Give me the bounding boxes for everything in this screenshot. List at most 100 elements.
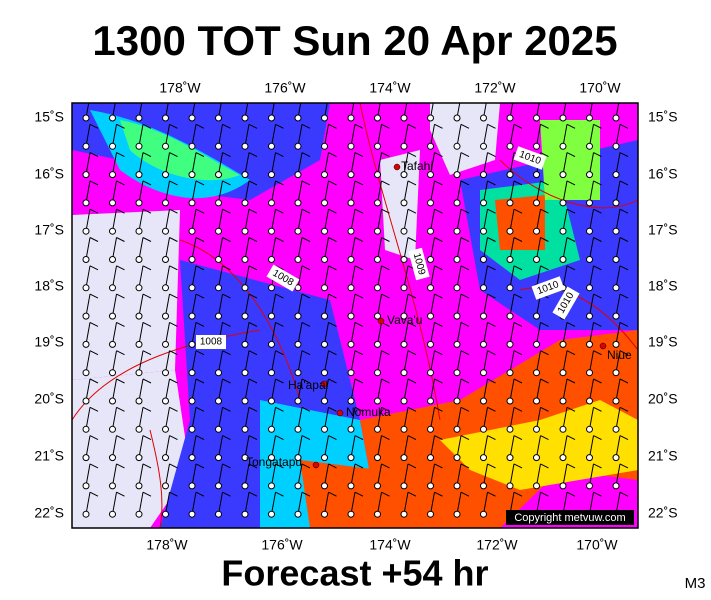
barb-station — [374, 340, 381, 348]
barb-staff — [271, 152, 276, 175]
barb-flag — [619, 208, 629, 214]
barb-staff — [85, 322, 91, 345]
barb-flag — [354, 406, 364, 412]
barb-staff — [85, 265, 91, 288]
barb-station — [162, 227, 169, 235]
top-lon-label: 178˚W — [159, 80, 201, 96]
barb-staff — [138, 103, 143, 119]
barb-station — [427, 312, 434, 320]
barb-flag — [487, 152, 496, 158]
barb-flag — [460, 378, 470, 384]
barb-station — [533, 397, 540, 405]
barb-staff — [536, 124, 541, 147]
barb-flag — [169, 350, 178, 356]
barb-station — [427, 425, 434, 433]
barb-flag — [487, 123, 496, 129]
barb-station — [453, 171, 461, 179]
barb-staff — [112, 407, 117, 430]
barb-flag — [89, 152, 99, 158]
barb-station — [321, 227, 328, 235]
barb-station — [453, 256, 461, 263]
barb-staff — [271, 378, 276, 402]
barb-station — [268, 482, 275, 490]
barb-station — [188, 482, 196, 490]
barb-staff — [324, 180, 329, 203]
barb-flag — [540, 208, 549, 214]
barb-flag — [89, 321, 99, 327]
barb-station — [506, 114, 514, 122]
barb-station — [586, 425, 593, 433]
barb-staff — [138, 492, 144, 515]
barb-staff — [589, 463, 594, 486]
barb-staff — [85, 294, 91, 317]
barb-station — [215, 510, 222, 518]
barb-station — [188, 199, 196, 207]
top-lon-label: 172˚W — [474, 80, 516, 96]
barb-flag — [248, 208, 258, 214]
barb-flag — [566, 208, 576, 214]
barb-station — [374, 256, 381, 263]
barb-staff — [244, 435, 250, 458]
left-lat-label: 19˚S — [34, 334, 64, 350]
barb-flag — [195, 463, 205, 469]
barb-flag — [540, 152, 549, 158]
barb-flag — [275, 491, 284, 497]
barb-staff — [403, 237, 409, 260]
barb-staff — [324, 463, 329, 486]
barb-staff — [218, 180, 223, 203]
barb-station — [135, 482, 143, 490]
barb-staff — [112, 180, 117, 203]
barb-station — [374, 425, 381, 433]
barb-station — [241, 425, 249, 433]
barb-staff — [297, 265, 303, 288]
barb-staff — [218, 103, 222, 119]
barb-station — [480, 340, 487, 348]
barb-staff — [562, 322, 568, 345]
barb-flag — [513, 435, 523, 441]
barb-staff — [536, 237, 541, 260]
barb-staff — [589, 322, 594, 345]
barb-staff — [218, 435, 223, 458]
barb-station — [215, 199, 222, 207]
barb-flag — [328, 406, 337, 412]
barb-station — [533, 425, 540, 433]
barb-flag — [142, 123, 152, 129]
barb-flag — [142, 152, 152, 158]
barb-staff — [138, 435, 144, 458]
barb-staff — [244, 322, 250, 345]
barb-flag — [619, 435, 629, 441]
barb-station — [188, 425, 196, 433]
barb-station — [321, 199, 328, 207]
barb-station — [533, 482, 540, 490]
barb-flag — [222, 180, 231, 186]
copyright: Copyright metvuw.com — [514, 512, 625, 524]
barb-flag — [381, 406, 390, 412]
barb-flag — [142, 321, 152, 327]
barb-flag — [434, 491, 443, 497]
barb-staff — [165, 152, 170, 175]
barb-staff — [509, 152, 515, 175]
barb-station — [427, 114, 434, 122]
barb-staff — [85, 124, 91, 147]
barb-station — [400, 340, 408, 348]
barb-station — [400, 369, 408, 377]
barb-flag — [487, 321, 496, 327]
barb-staff — [509, 180, 515, 203]
barb-flag — [89, 123, 99, 129]
barb-station — [559, 171, 567, 179]
barb-staff — [483, 124, 488, 147]
barb-flag — [143, 96, 151, 100]
barb-staff — [244, 103, 249, 119]
barb-staff — [165, 180, 170, 203]
barb-staff — [509, 124, 515, 147]
barb-flag — [407, 463, 417, 469]
barb-flag — [248, 180, 258, 186]
barb-flag — [222, 435, 231, 441]
barb-station — [109, 369, 116, 377]
barb-flag — [487, 435, 496, 441]
barb-staff — [562, 103, 567, 119]
barb-flag — [328, 293, 337, 299]
barb-flag — [460, 491, 470, 497]
barb-station — [533, 142, 540, 150]
top-lon-label: 176˚W — [264, 80, 306, 96]
